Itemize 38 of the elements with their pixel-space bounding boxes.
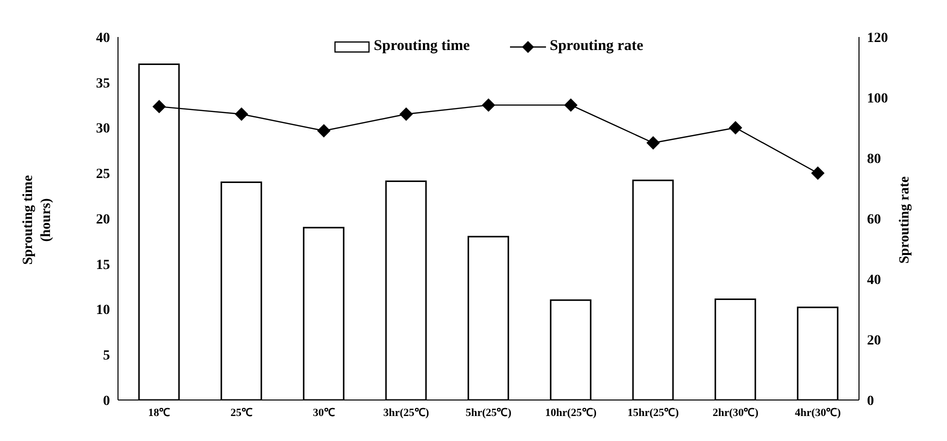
x-tick-label: 18℃ — [148, 406, 170, 419]
x-tick-label: 5hr(25℃) — [466, 406, 512, 419]
point — [811, 166, 824, 180]
x-tick-label: 25℃ — [230, 406, 252, 419]
y2-tick-label: 40 — [867, 272, 881, 288]
y-tick-label: 35 — [96, 76, 110, 92]
legend-label: Sprouting time — [374, 38, 470, 55]
x-tick-label: 2hr(30℃) — [712, 406, 759, 419]
x-tick-label: 30℃ — [312, 406, 335, 419]
y2-tick-label: 60 — [867, 212, 881, 228]
y-tick-label: 10 — [96, 303, 110, 318]
x-tick-label: 3hr(25℃) — [383, 406, 430, 419]
y-tick-label: 40 — [96, 30, 110, 46]
y-tick-label: 15 — [96, 258, 110, 273]
y-tick-label: 25 — [96, 167, 110, 182]
point — [400, 108, 413, 121]
y-axis-title: Sprouting time (hours) — [20, 175, 55, 265]
y-tick-label: 20 — [96, 212, 110, 228]
x-tick-label: 15hr(25℃) — [628, 406, 680, 419]
point — [646, 136, 660, 150]
point — [482, 98, 495, 112]
y-tick-label: 5 — [103, 348, 110, 364]
y2-tick-label: 0 — [867, 394, 874, 409]
point — [317, 124, 330, 138]
y2-tick-label: 120 — [867, 30, 888, 46]
y2-tick-label: 100 — [867, 91, 888, 106]
point — [729, 121, 742, 134]
x-tick-label: 10hr(25℃) — [545, 406, 597, 419]
y2-tick-label: 20 — [867, 333, 881, 348]
y-tick-label: 0 — [103, 394, 110, 409]
legend-label: Sprouting rate — [550, 38, 644, 55]
point — [235, 108, 248, 121]
y-tick-label: 30 — [96, 122, 110, 137]
point — [152, 100, 166, 114]
point — [564, 98, 578, 112]
x-tick-label: 4hr(30℃) — [794, 406, 842, 419]
y2-tick-label: 80 — [867, 152, 881, 167]
y2-axis-title: Sprouting rate — [897, 176, 914, 264]
